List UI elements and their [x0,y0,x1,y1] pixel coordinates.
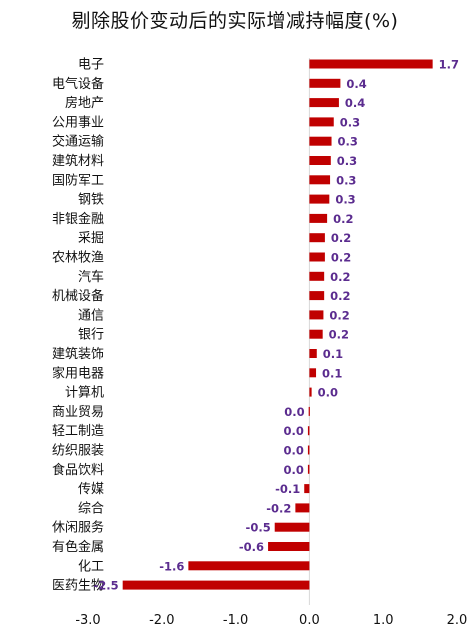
category-label: 纺织服装 [52,444,104,459]
value-label: 0.2 [333,212,353,226]
bar [304,484,310,494]
bar [188,561,310,571]
bar [295,503,310,513]
category-label: 电气设备 [52,76,104,92]
x-tick-label: 0.0 [299,613,320,628]
bar [309,59,433,69]
value-label: -0.1 [275,482,300,496]
tick-labels-layer: -3.0 -2.0 -1.0 0.0 1.0 2.0 [75,613,467,628]
bar [309,136,332,146]
category-label: 建筑装饰 [52,346,104,362]
x-tick-label: -3.0 [75,613,100,628]
category-label: 休闲服务 [52,520,104,536]
category-label: 银行 [78,328,104,343]
category-label: 综合 [78,501,104,516]
category-label: 家用电器 [52,365,104,381]
value-label: 0.3 [336,173,356,187]
bar [309,387,312,397]
value-label: -0.5 [246,521,271,535]
value-label: 0.3 [340,115,360,129]
bar [307,445,310,455]
value-label: 0.0 [284,463,304,477]
category-label: 通信 [78,308,104,323]
value-label: 0.2 [331,251,351,265]
value-label: 0.2 [330,289,350,303]
value-label: 0.0 [284,405,304,419]
bar [122,580,310,590]
value-labels-layer: 1.7 0.4 0.4 0.3 0.3 0.3 0.3 0.3 0.2 0.2 0.2 0.2 0.2 0… [94,58,459,593]
x-tick-label: 1.0 [373,613,394,628]
value-label: 0.3 [338,135,358,149]
bar [309,156,331,165]
bar [309,368,317,378]
category-label: 传媒 [78,482,104,497]
category-label: 商业贸易 [52,405,104,420]
category-label: 非银金融 [52,211,104,227]
category-label: 交通运输 [52,134,104,150]
bar [268,542,310,551]
value-label: 0.0 [318,386,338,400]
bar [309,310,324,320]
category-label: 有色金属 [52,539,104,555]
bar [274,522,310,532]
value-label: 0.2 [329,308,349,322]
category-label: 建筑材料 [52,153,104,169]
category-labels-layer: 电子电气设备房地产公用事业交通运输建筑材料国防军工钢铁非银金融采掘农林牧渔汽车机… [52,58,104,594]
chart-title: 剔除股价变动后的实际增减持幅度(%) [71,10,399,32]
bar [309,175,331,185]
category-label: 机械设备 [52,288,104,304]
category-label: 计算机 [65,386,104,401]
value-label: 0.0 [284,424,304,438]
value-label: 0.4 [345,96,365,110]
bar [309,117,334,127]
value-label: 0.1 [322,366,342,380]
value-label: 0.2 [330,270,350,284]
x-tick-label: 2.0 [447,613,468,628]
category-label: 钢铁 [78,193,104,208]
category-label: 汽车 [78,269,104,285]
x-tick-label: -1.0 [223,613,248,628]
value-label: -0.6 [239,540,264,554]
bar [308,406,310,416]
category-label: 采掘 [78,231,104,246]
value-label: 0.3 [337,154,357,168]
bar [309,329,323,339]
category-label: 房地产 [65,95,104,111]
bar [309,291,325,301]
bar [309,98,339,108]
category-label: 医药生物 [52,579,104,594]
value-label: 0.3 [335,193,355,207]
value-label: -0.2 [266,501,291,515]
category-label: 食品饮料 [52,462,104,478]
category-label: 公用事业 [52,115,104,130]
bar [307,464,310,474]
bar [309,194,330,204]
category-label: 农林牧渔 [52,251,104,266]
bar [309,349,317,358]
x-tick-label: -2.0 [149,613,174,628]
bar [309,233,325,243]
bar [309,213,328,223]
value-label: -2.5 [94,579,119,593]
value-label: 0.2 [331,231,351,245]
bar [309,252,325,262]
bar [309,271,325,281]
value-label: -1.6 [159,559,184,573]
value-label: 0.4 [346,77,366,91]
category-label: 化工 [78,559,104,574]
bars-layer [122,59,433,590]
category-label: 电子 [78,58,104,73]
value-label: 0.0 [284,444,304,458]
category-label: 国防军工 [52,172,104,188]
value-label: 0.2 [329,328,349,342]
value-label: 1.7 [439,58,459,72]
bar [309,78,341,88]
value-label: 0.1 [323,347,343,361]
category-label: 轻工制造 [52,424,104,439]
bar [307,426,310,436]
